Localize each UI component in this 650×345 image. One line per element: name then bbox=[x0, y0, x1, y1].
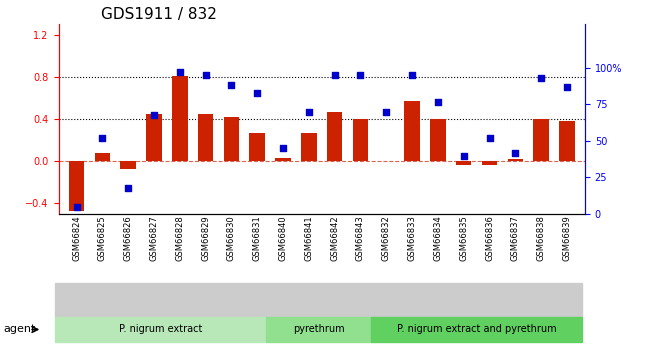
Bar bbox=[198, 114, 213, 161]
Point bbox=[175, 70, 185, 75]
Bar bbox=[508, 159, 523, 161]
Point bbox=[381, 109, 391, 115]
Bar bbox=[482, 161, 497, 165]
Bar bbox=[430, 119, 446, 161]
Point bbox=[536, 76, 546, 81]
Text: agent: agent bbox=[3, 325, 36, 334]
Bar bbox=[250, 133, 265, 161]
Point bbox=[433, 99, 443, 104]
Point bbox=[278, 146, 288, 151]
Point bbox=[304, 109, 314, 115]
Bar bbox=[276, 158, 291, 161]
Bar bbox=[301, 133, 317, 161]
Point bbox=[98, 135, 108, 141]
Bar bbox=[120, 161, 136, 169]
Bar bbox=[172, 76, 188, 161]
Bar bbox=[404, 101, 420, 161]
Point bbox=[562, 84, 572, 90]
Point bbox=[226, 83, 237, 88]
Bar bbox=[69, 161, 84, 211]
Point bbox=[510, 150, 521, 155]
Point bbox=[200, 72, 211, 78]
Bar bbox=[146, 114, 162, 161]
Text: P. nigrum extract and pyrethrum: P. nigrum extract and pyrethrum bbox=[396, 325, 556, 334]
Point bbox=[149, 112, 159, 117]
Point bbox=[458, 153, 469, 158]
Bar bbox=[224, 117, 239, 161]
Text: GDS1911 / 832: GDS1911 / 832 bbox=[101, 7, 216, 22]
Bar bbox=[534, 119, 549, 161]
Bar bbox=[456, 161, 471, 165]
Legend: log2 ratio, percentile rank within the sample: log2 ratio, percentile rank within the s… bbox=[63, 314, 254, 345]
Text: P. nigrum extract: P. nigrum extract bbox=[119, 325, 202, 334]
Point bbox=[123, 185, 133, 190]
Point bbox=[356, 72, 366, 78]
Bar bbox=[327, 112, 343, 161]
Bar bbox=[559, 121, 575, 161]
Point bbox=[252, 90, 263, 96]
Text: pyrethrum: pyrethrum bbox=[292, 325, 344, 334]
Point bbox=[72, 204, 82, 209]
Point bbox=[484, 135, 495, 141]
Point bbox=[330, 72, 340, 78]
Point bbox=[407, 72, 417, 78]
Bar bbox=[95, 153, 110, 161]
Bar bbox=[353, 119, 368, 161]
